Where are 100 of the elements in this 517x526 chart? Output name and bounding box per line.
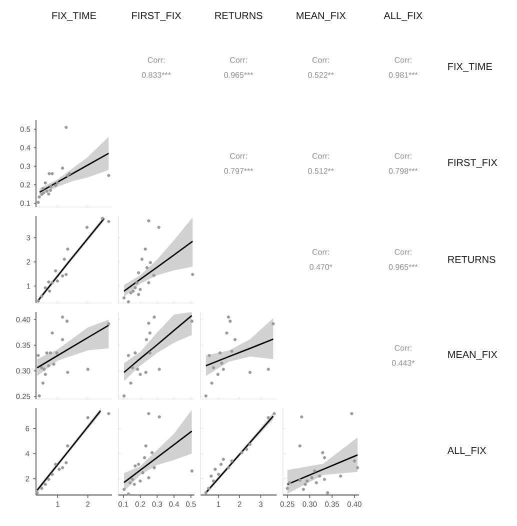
point — [298, 478, 302, 482]
point — [130, 366, 134, 370]
point — [41, 186, 45, 190]
point — [36, 491, 39, 494]
point — [158, 368, 161, 371]
point — [272, 412, 276, 416]
point — [48, 188, 52, 192]
point — [148, 351, 152, 355]
point — [40, 486, 44, 490]
point — [147, 219, 150, 222]
point — [302, 488, 306, 491]
point — [129, 382, 132, 385]
point — [212, 479, 216, 483]
point — [136, 271, 140, 274]
point — [210, 382, 214, 385]
text: 0.443* — [392, 360, 415, 366]
point — [144, 444, 148, 448]
point — [64, 461, 68, 464]
text: Corr: — [312, 153, 330, 159]
point — [44, 482, 47, 486]
point — [50, 172, 54, 176]
point — [107, 174, 110, 178]
point — [152, 316, 156, 319]
text: ALL_FIX — [447, 447, 486, 456]
text: MEAN_FIX — [296, 12, 346, 21]
point — [219, 462, 223, 466]
point — [147, 476, 150, 480]
point — [148, 261, 152, 264]
point — [266, 416, 270, 420]
point — [245, 448, 248, 451]
point — [44, 286, 47, 290]
point — [266, 368, 270, 371]
point — [204, 394, 208, 398]
point — [122, 296, 126, 300]
point — [157, 226, 160, 229]
text: RETURNS — [215, 12, 262, 20]
point — [66, 174, 70, 178]
point — [54, 462, 58, 466]
point — [126, 354, 130, 358]
point — [62, 258, 66, 261]
text: 0.965*** — [388, 264, 418, 270]
point — [288, 481, 292, 484]
point — [36, 354, 40, 358]
point — [50, 331, 54, 335]
point — [47, 280, 50, 284]
point — [107, 220, 110, 224]
point — [212, 366, 216, 370]
point — [356, 466, 360, 470]
point — [233, 338, 237, 342]
point — [138, 479, 142, 483]
point — [135, 281, 138, 284]
point — [140, 258, 144, 261]
text: FIX_TIME — [448, 63, 492, 72]
point — [130, 478, 134, 481]
point — [326, 491, 330, 494]
point — [60, 274, 64, 278]
point — [286, 486, 289, 490]
point — [36, 200, 40, 204]
point — [142, 456, 146, 460]
text: FIRST_FIX — [132, 12, 182, 21]
point — [45, 190, 48, 193]
point — [66, 444, 70, 448]
point — [222, 368, 225, 371]
point — [48, 172, 51, 176]
point — [66, 370, 70, 374]
point — [136, 368, 140, 371]
point — [132, 290, 135, 293]
point — [40, 294, 44, 298]
point — [152, 466, 156, 470]
point — [58, 468, 61, 471]
point — [222, 458, 225, 461]
point — [208, 354, 211, 358]
point — [350, 412, 354, 416]
text: Corr: — [148, 57, 164, 63]
text: Corr: — [394, 345, 412, 351]
point — [132, 482, 136, 486]
point — [145, 266, 149, 270]
point — [352, 459, 356, 463]
text: 0.797*** — [224, 168, 254, 174]
point — [305, 479, 309, 483]
text: Corr: — [312, 249, 330, 255]
text: Corr: — [394, 249, 412, 255]
point — [38, 394, 41, 398]
point — [216, 372, 220, 376]
point — [60, 316, 64, 319]
text: 0.833*** — [142, 72, 171, 78]
point — [44, 181, 47, 185]
text: MEAN_FIX — [448, 351, 498, 360]
text: Corr: — [394, 57, 412, 63]
point — [128, 481, 132, 484]
point — [150, 451, 154, 454]
point — [48, 351, 52, 355]
point — [122, 394, 126, 398]
point — [50, 281, 54, 284]
point — [313, 469, 316, 473]
text: FIRST_FIX — [448, 159, 498, 168]
point — [228, 320, 232, 323]
text: RETURNS — [448, 256, 496, 264]
point — [55, 351, 58, 355]
point — [38, 195, 41, 199]
